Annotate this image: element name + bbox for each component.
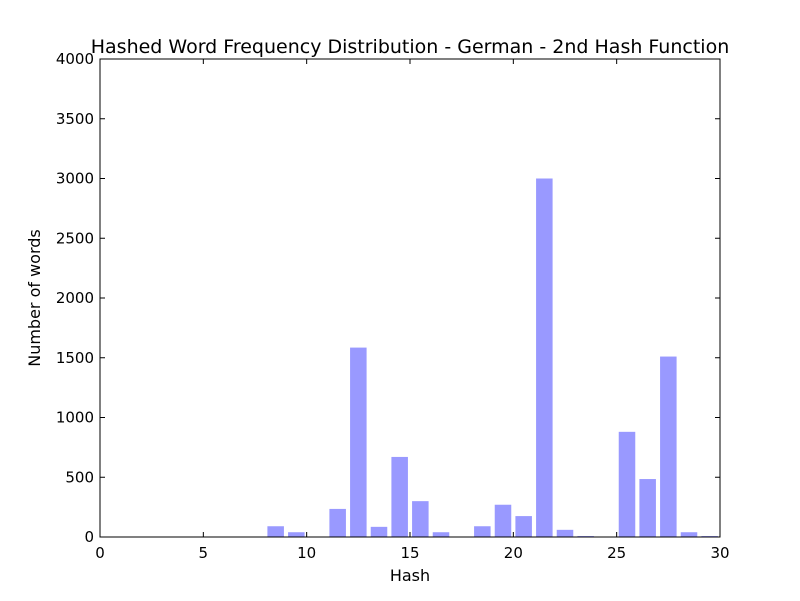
y-tick-label: 500 [65, 468, 94, 486]
y-tick-label: 2500 [56, 229, 94, 247]
y-tick-label: 1000 [56, 409, 94, 427]
x-tick-label: 5 [199, 544, 209, 562]
bar-22 [556, 529, 574, 537]
y-tick-label: 0 [84, 528, 94, 546]
bar-21 [536, 178, 553, 537]
bars-group [267, 178, 718, 537]
y-tick-label: 4000 [56, 50, 94, 68]
y-tick-label: 1500 [56, 349, 94, 367]
x-tick-label: 20 [504, 544, 523, 562]
bar-19 [494, 504, 512, 537]
bar-9 [288, 532, 305, 537]
bar-11 [329, 508, 346, 537]
bar-12 [350, 347, 367, 537]
x-tick-label: 0 [95, 544, 105, 562]
bar-8 [267, 526, 284, 537]
bar-25 [618, 431, 636, 537]
chart-title: Hashed Word Frequency Distribution - Ger… [91, 36, 730, 58]
bar-20 [515, 516, 532, 537]
bar-15 [412, 501, 429, 537]
bar-14 [391, 456, 408, 537]
x-tick-label: 15 [400, 544, 419, 562]
y-tick-label: 2000 [56, 289, 94, 307]
plot-frame [99, 58, 721, 538]
y-axis-ticks: 0 500 1000 1500 2000 2500 3000 3500 4000 [56, 50, 720, 546]
x-axis-ticks: 0 5 10 15 20 25 30 [95, 59, 730, 562]
y-tick-label: 3000 [56, 170, 94, 188]
bar-26 [639, 479, 656, 537]
bar-27 [660, 356, 677, 537]
x-tick-label: 30 [710, 544, 729, 562]
bar-16 [432, 532, 450, 537]
x-tick-label: 25 [607, 544, 626, 562]
bar-18 [474, 526, 491, 537]
y-axis-label: Number of words [25, 229, 44, 367]
x-axis-label: Hash [390, 566, 430, 585]
x-tick-label: 10 [297, 544, 316, 562]
bar-13 [370, 526, 388, 537]
y-tick-label: 3500 [56, 110, 94, 128]
bar-28 [680, 532, 698, 537]
